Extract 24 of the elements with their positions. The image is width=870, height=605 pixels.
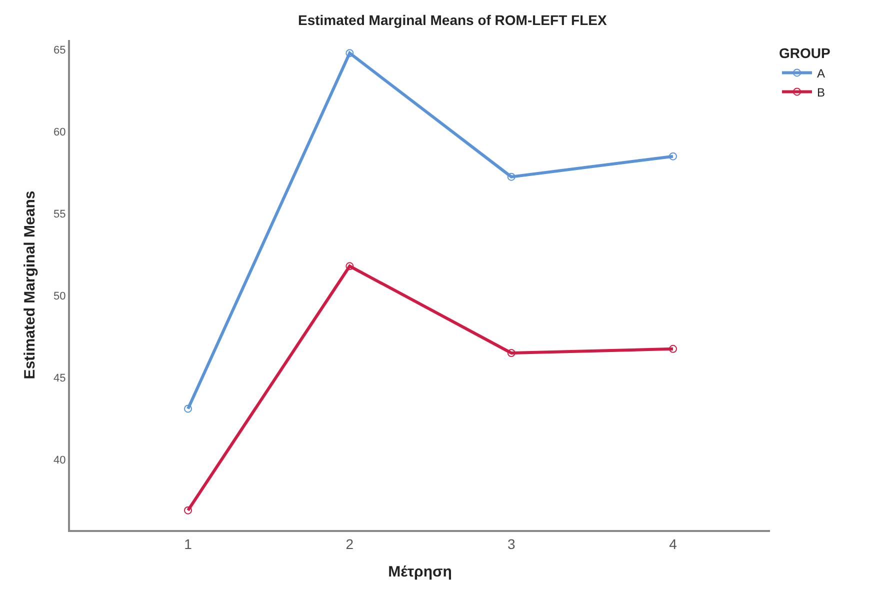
point xyxy=(346,262,354,270)
point xyxy=(184,506,192,514)
x-tick-label: 2 xyxy=(346,536,354,552)
y-tick-label: 45 xyxy=(54,372,66,384)
y-tick-label: 50 xyxy=(54,290,66,302)
x-tick-label: 4 xyxy=(669,536,678,552)
legend-label: B xyxy=(817,85,826,100)
legend-title: GROUP xyxy=(779,45,830,62)
x-axis-title: Μέτρηση xyxy=(388,563,452,580)
y-tick-label: 60 xyxy=(54,126,66,139)
x-tick-label: 1 xyxy=(184,536,192,552)
point xyxy=(507,349,516,358)
chart-title: Estimated Marginal Means of ROM-LEFT FLEX xyxy=(298,12,608,28)
y-axis-title: Estimated Marginal Means xyxy=(21,190,38,380)
legend-label: A xyxy=(817,66,826,80)
x-tick-label: 3 xyxy=(507,536,516,552)
y-tick-label: 40 xyxy=(54,454,66,466)
point xyxy=(184,404,192,413)
point xyxy=(669,344,677,353)
point xyxy=(507,172,516,181)
y-tick-label: 65 xyxy=(54,44,66,57)
point xyxy=(346,49,354,58)
point xyxy=(669,152,677,160)
y-tick-label: 55 xyxy=(54,208,66,221)
